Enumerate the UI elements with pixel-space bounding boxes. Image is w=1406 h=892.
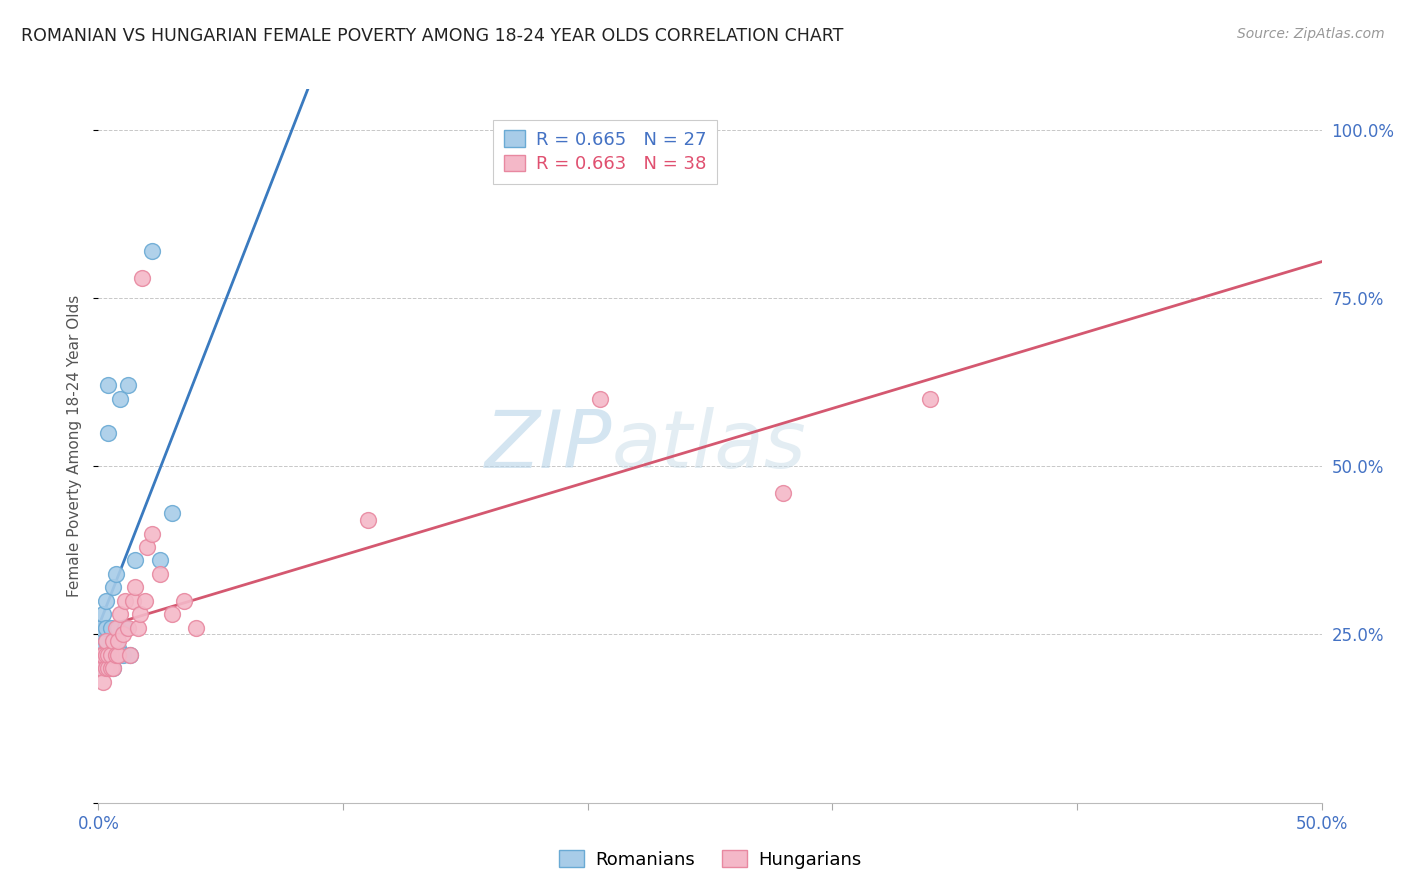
Point [101, 634, 124, 648]
Point [141, 244, 163, 258]
Point [920, 392, 942, 406]
Point [97, 378, 120, 392]
Point [589, 392, 612, 406]
Point [111, 648, 134, 662]
Point [90, 648, 112, 662]
Point [124, 553, 146, 567]
Point [120, 648, 142, 662]
Point [117, 378, 139, 392]
Point [101, 661, 124, 675]
Text: atlas: atlas [612, 407, 807, 485]
Point [131, 270, 153, 285]
Point [117, 621, 139, 635]
Point [110, 392, 132, 406]
Point [104, 566, 127, 581]
Point [127, 621, 149, 635]
Point [90, 621, 112, 635]
Point [111, 627, 134, 641]
Point [91, 648, 114, 662]
Point [90, 655, 112, 669]
Point [149, 553, 172, 567]
Point [134, 594, 156, 608]
Text: Source: ZipAtlas.com: Source: ZipAtlas.com [1237, 27, 1385, 41]
Point [91, 607, 114, 622]
Point [94, 594, 117, 608]
Point [90, 634, 112, 648]
Point [107, 640, 129, 655]
Point [120, 648, 142, 662]
Legend: Romanians, Hungarians: Romanians, Hungarians [551, 843, 869, 876]
Point [101, 661, 124, 675]
Point [121, 594, 143, 608]
Point [110, 607, 132, 622]
Point [114, 621, 136, 635]
Point [173, 594, 195, 608]
Point [136, 540, 159, 554]
Point [104, 621, 127, 635]
Point [100, 661, 122, 675]
Point [160, 506, 183, 520]
Point [94, 661, 117, 675]
Point [91, 674, 114, 689]
Point [129, 607, 152, 622]
Point [100, 648, 122, 662]
Text: ZIP: ZIP [485, 407, 612, 485]
Point [97, 661, 120, 675]
Point [94, 648, 117, 662]
Point [97, 425, 120, 440]
Point [100, 621, 122, 635]
Point [91, 661, 114, 675]
Point [97, 648, 120, 662]
Point [160, 607, 183, 622]
Point [107, 621, 129, 635]
Point [107, 634, 129, 648]
Point [94, 621, 117, 635]
Point [94, 634, 117, 648]
Point [104, 648, 127, 662]
Point [186, 621, 208, 635]
Text: ROMANIAN VS HUNGARIAN FEMALE POVERTY AMONG 18-24 YEAR OLDS CORRELATION CHART: ROMANIAN VS HUNGARIAN FEMALE POVERTY AMO… [21, 27, 844, 45]
Point [356, 513, 378, 527]
Point [94, 634, 117, 648]
Point [100, 648, 122, 662]
Y-axis label: Female Poverty Among 18-24 Year Olds: Female Poverty Among 18-24 Year Olds [67, 295, 83, 597]
Point [149, 566, 172, 581]
Point [141, 526, 163, 541]
Point [114, 594, 136, 608]
Point [772, 486, 794, 500]
Point [101, 580, 124, 594]
Point [91, 648, 114, 662]
Point [90, 661, 112, 675]
Point [124, 580, 146, 594]
Point [107, 648, 129, 662]
